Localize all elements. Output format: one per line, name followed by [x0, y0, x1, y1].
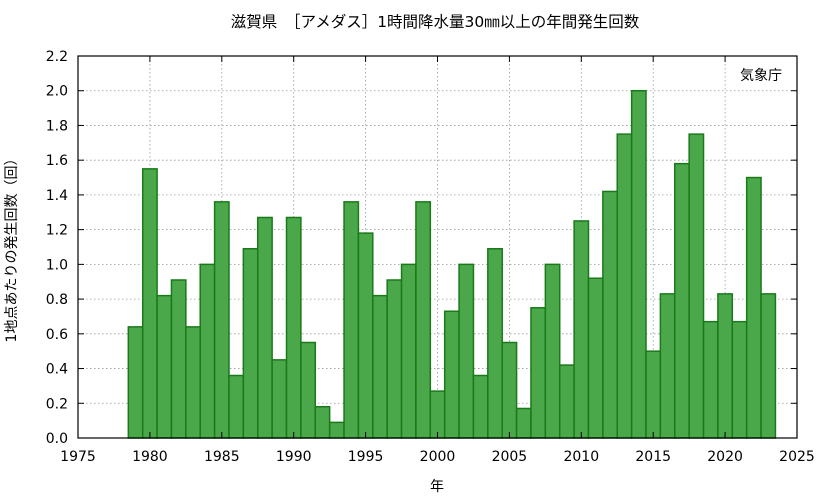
bar-2000 [429, 390, 446, 439]
bar-2002 [458, 263, 475, 439]
bar-2018 [688, 133, 705, 439]
y-tick-label: 0.0 [46, 431, 68, 447]
bar-2001 [443, 310, 460, 439]
bar-1984 [199, 263, 216, 439]
y-tick-label: 1.8 [46, 118, 68, 134]
y-tick-label: 1.2 [46, 223, 68, 239]
bar-1981 [156, 294, 173, 439]
x-axis-label: 年 [430, 479, 444, 495]
x-tick-label: 1980 [132, 449, 168, 465]
bar-1992 [314, 405, 331, 439]
x-tick-label: 2005 [492, 449, 528, 465]
bar-2008 [544, 263, 561, 439]
bar-1993 [328, 421, 345, 439]
bar-1995 [357, 232, 374, 439]
y-tick-label: 0.2 [46, 396, 68, 412]
bar-1996 [372, 294, 388, 439]
bar-2006 [515, 407, 532, 439]
y-tick-label: 0.6 [46, 327, 68, 343]
x-tick-label: 1995 [348, 449, 384, 465]
bar-2012 [602, 190, 618, 439]
bar-2020 [717, 293, 734, 439]
y-tick-label: 1.0 [46, 257, 68, 273]
x-tick-label: 1985 [204, 449, 240, 465]
y-tick-label: 1.4 [46, 188, 68, 204]
bar-2014 [630, 89, 647, 439]
y-axis-label: 1地点あたりの発生回数（回） [4, 152, 20, 343]
x-tick-label: 2000 [420, 449, 456, 465]
bar-1985 [213, 201, 230, 439]
x-tick-label: 2025 [779, 449, 815, 465]
bar-1989 [271, 359, 288, 439]
y-tick-label: 2.2 [46, 49, 68, 65]
bar-1997 [386, 279, 403, 439]
bar-2022 [745, 176, 762, 439]
bar-2015 [645, 350, 662, 439]
bar-2016 [659, 293, 676, 439]
bar-2017 [674, 162, 690, 439]
bar-1982 [170, 279, 187, 439]
bar-1980 [141, 168, 158, 439]
bar-2010 [573, 220, 590, 439]
bar-1979 [127, 326, 144, 439]
bar-1998 [400, 263, 417, 439]
bar-2003 [472, 374, 489, 439]
bar-1986 [228, 374, 245, 439]
bar-1999 [415, 201, 432, 439]
bar-1987 [242, 247, 259, 439]
bar-1983 [185, 326, 201, 439]
chart-title: 滋賀県 ［アメダス］1時間降水量30㎜以上の年間発生回数 [231, 13, 640, 31]
x-axis-ticks: 1975 1980 1985 1990 1995 2000 2005 2010 2015 2020… [60, 56, 815, 465]
y-tick-label: 0.4 [46, 362, 68, 378]
y-tick-label: 2.0 [46, 84, 68, 100]
bar-1994 [343, 201, 360, 439]
bar-1988 [257, 216, 273, 439]
y-tick-label: 1.6 [46, 153, 68, 169]
bar-1990 [285, 216, 302, 439]
x-tick-label: 1975 [60, 449, 96, 465]
x-tick-label: 2015 [635, 449, 671, 465]
bar-2004 [487, 247, 503, 439]
bar-2019 [702, 320, 719, 439]
x-tick-label: 2020 [707, 449, 743, 465]
credit-label: 気象庁 [740, 68, 782, 84]
bar-2013 [616, 133, 633, 439]
bar-2011 [587, 277, 604, 439]
bar-2021 [731, 320, 748, 439]
bar-2007 [530, 307, 547, 439]
bars [127, 89, 777, 439]
x-tick-label: 2010 [563, 449, 599, 465]
x-tick-label: 1990 [276, 449, 312, 465]
y-axis-ticks: 0.0 0.2 0.4 0.6 0.8 1.0 1.2 1.4 1.6 1.8 2.0 2.2 [46, 49, 797, 447]
bar-2023 [760, 293, 777, 439]
bar-2009 [558, 364, 575, 439]
y-tick-label: 0.8 [46, 292, 68, 308]
bar-1991 [300, 341, 317, 439]
bar-2005 [501, 341, 518, 439]
